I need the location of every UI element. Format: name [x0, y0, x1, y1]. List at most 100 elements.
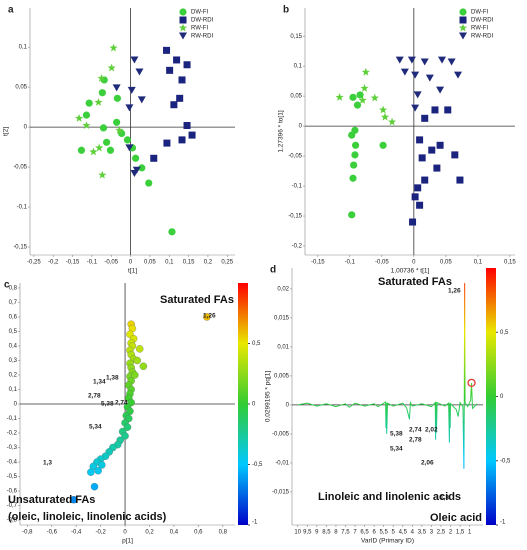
y-tick-label: 0,005 — [274, 373, 290, 379]
point — [349, 93, 357, 101]
point — [138, 164, 146, 172]
point — [420, 58, 429, 66]
legend-marker — [179, 32, 187, 40]
point — [414, 184, 422, 192]
y-axis-label: t[2] — [3, 127, 10, 136]
point — [102, 138, 111, 146]
x-tick-label: 0,2 — [204, 260, 213, 266]
annotation: Oleic acid — [430, 512, 482, 524]
annotation: 2,02 — [425, 427, 438, 434]
y-tick-label: 0,15 — [290, 34, 302, 40]
annotation: 1,3 — [43, 460, 52, 467]
annotation: 2,06 — [421, 460, 434, 467]
annotation: 2,74 — [115, 400, 128, 407]
point — [163, 139, 171, 147]
point — [163, 46, 171, 54]
x-tick-label: 0,2 — [145, 530, 154, 536]
point — [130, 169, 139, 177]
panel-label: c — [4, 280, 10, 291]
point — [361, 67, 370, 76]
y-tick-label: -0,05 — [288, 154, 302, 160]
x-tick-label: 9 — [315, 530, 319, 536]
x-tick-label: 8,5 — [322, 530, 331, 536]
annotation: Saturated FAs — [160, 294, 234, 306]
legend-label: RW-RDI — [191, 34, 213, 40]
point — [127, 86, 136, 94]
y-tick-label: 0,01 — [277, 344, 289, 350]
point — [433, 164, 441, 172]
point — [411, 71, 420, 79]
x-tick-label: 4 — [411, 530, 415, 536]
point — [349, 174, 357, 182]
y-tick-label: 0,1 — [9, 387, 18, 393]
y-tick-label: -0,05 — [13, 165, 27, 171]
annotation: 5,38 — [390, 431, 403, 438]
y-tick-label: 0,4 — [9, 344, 18, 350]
y-tick-label: -0,7 — [7, 503, 18, 509]
point — [173, 56, 181, 64]
point — [335, 93, 344, 101]
point — [133, 356, 142, 365]
point — [150, 154, 158, 162]
point — [183, 61, 191, 69]
point — [418, 154, 426, 162]
point — [176, 94, 184, 102]
x-tick-label: 7,5 — [341, 530, 350, 536]
y-tick-label: 0,3 — [9, 358, 18, 364]
annotation: 5,34 — [89, 424, 102, 431]
x-tick-label: -0,15 — [66, 260, 80, 266]
point — [123, 423, 132, 431]
x-tick-label: 4,5 — [399, 530, 408, 536]
y-tick-label: 0,7 — [9, 300, 18, 306]
x-tick-label: -0,15 — [311, 260, 325, 266]
legend-marker — [179, 16, 187, 24]
point — [351, 141, 360, 149]
annotation: 1,38 — [106, 375, 119, 382]
legend-label: RW-RDI — [471, 34, 493, 40]
x-tick-label: 0,1 — [474, 260, 483, 266]
x-tick-label: 9,5 — [303, 530, 312, 536]
point — [178, 136, 186, 144]
y-tick-label: -0,005 — [272, 431, 290, 437]
x-tick-label: -0,6 — [47, 530, 58, 536]
annotation: (oleic, linoleic, linolenic acids) — [8, 511, 167, 523]
point — [145, 179, 153, 187]
point — [94, 466, 102, 475]
y-tick-label: -0,2 — [7, 431, 18, 437]
point — [451, 151, 459, 159]
point — [115, 126, 124, 134]
y-tick-label: 0 — [14, 402, 18, 408]
legend-label: RW-FI — [471, 26, 488, 32]
point — [436, 141, 444, 149]
point — [98, 89, 106, 97]
point — [106, 146, 115, 154]
x-tick-label: -0,2 — [48, 260, 59, 266]
x-tick-label: 0,15 — [504, 260, 516, 266]
x-tick-label: -0,05 — [375, 260, 389, 266]
highlight — [467, 378, 476, 388]
x-tick-label: 6,5 — [360, 530, 369, 536]
y-tick-label: 0 — [286, 402, 290, 408]
point — [130, 56, 139, 64]
point — [447, 58, 456, 66]
point — [438, 56, 447, 64]
point — [183, 122, 191, 130]
line — [297, 283, 478, 469]
y-tick-label: -0,1 — [292, 184, 303, 190]
point — [360, 84, 369, 92]
colorbar-label: 0 — [252, 402, 256, 408]
y-axis-label: 1,27396 * to[1] — [278, 110, 285, 152]
x-tick-label: -0,2 — [95, 530, 106, 536]
point — [123, 136, 132, 144]
x-tick-label: -0,05 — [104, 260, 118, 266]
annotation: 1,26 — [448, 288, 461, 295]
point — [454, 71, 463, 79]
x-tick-label: -0,1 — [345, 260, 356, 266]
y-tick-label: -0,1 — [17, 205, 28, 211]
y-tick-label: -0,6 — [7, 489, 18, 495]
legend-marker — [179, 8, 187, 16]
point — [75, 114, 84, 122]
point — [131, 371, 139, 379]
point — [348, 131, 356, 139]
